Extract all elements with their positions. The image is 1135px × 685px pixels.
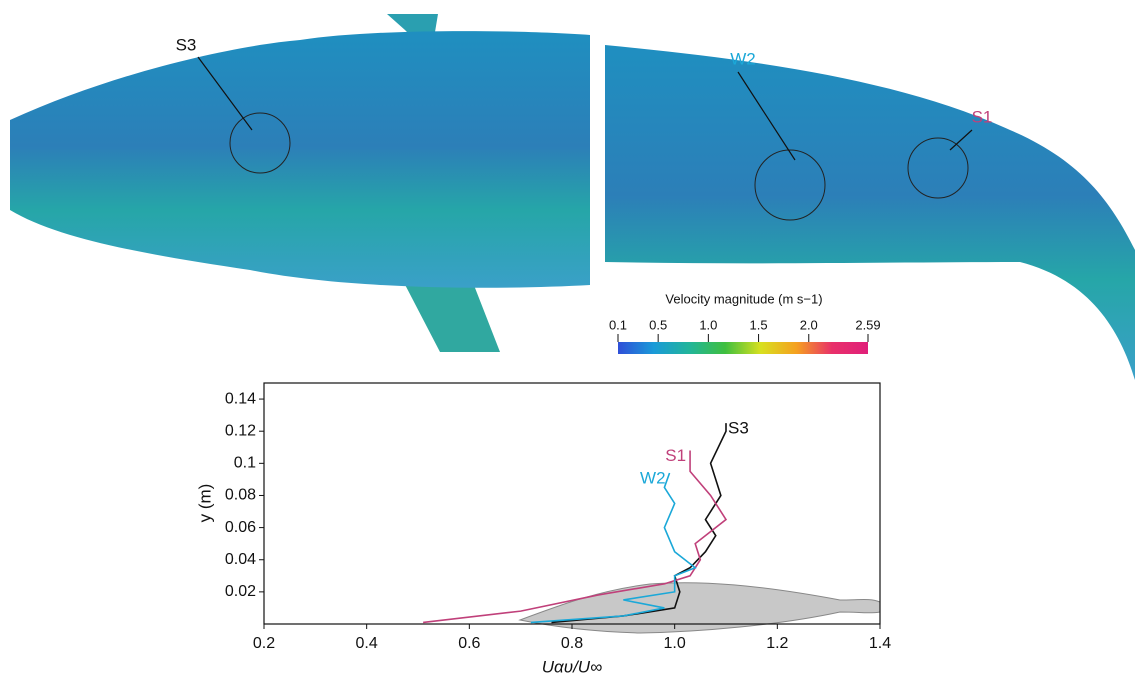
highlight-circle (229, 112, 291, 174)
right-panel: W2 S1 (605, 45, 1135, 380)
left-panel: S3 (10, 14, 590, 352)
y-tick-label: 0.14 (225, 390, 256, 407)
series-line (530, 472, 697, 624)
colorbar-tick-label: 1.0 (699, 317, 717, 332)
colorbar-tick-label: 1.5 (750, 317, 768, 332)
x-tick-label: 0.4 (356, 635, 378, 652)
colorbar-title: Velocity magnitude (m s−1) (665, 291, 822, 306)
x-tick-label: 1.2 (766, 635, 788, 652)
panel-label: W2 (730, 49, 756, 68)
highlight-circle (907, 137, 969, 199)
y-tick-label: 0.06 (225, 519, 256, 536)
x-tick-label: 0.8 (561, 635, 583, 652)
colorbar: Velocity magnitude (m s−1) 0.1 0.5 1.0 1.5 2… (609, 291, 881, 354)
colorbar-ramp (618, 342, 868, 354)
x-tick-label: 1.4 (869, 635, 891, 652)
arrow (949, 129, 973, 151)
colorbar-tick-label: 2.59 (855, 317, 880, 332)
arrow (737, 71, 796, 161)
y-axis-label: y (m) (195, 484, 214, 523)
colorbar-tick-label: 0.5 (649, 317, 667, 332)
flipper (400, 275, 500, 352)
y-tick-label: 0.08 (225, 487, 256, 504)
colorbar-tick-label: 0.1 (609, 317, 627, 332)
y-tick-label: 0.04 (225, 551, 256, 568)
series-label: S3 (728, 419, 749, 438)
arrow (197, 56, 253, 131)
panel-label: S3 (176, 35, 197, 54)
whale-silhouette (518, 582, 881, 634)
line-chart: Uαυ/U∞ y (m) 0.2 0.4 0.6 0.8 1.0 1.2 1.4 0.02 0.… (195, 382, 891, 676)
highlight-circle (754, 149, 826, 221)
y-tick-label: 0.1 (234, 455, 256, 472)
x-tick-label: 1.0 (664, 635, 686, 652)
whale-body (10, 31, 590, 288)
whale-body (605, 45, 1135, 380)
series-line (423, 450, 728, 624)
x-axis-label: Uαυ/U∞ (542, 657, 602, 676)
panel-label: S1 (972, 107, 993, 126)
series-label: S1 (665, 446, 686, 465)
x-tick-label: 0.2 (253, 635, 275, 652)
x-tick-label: 0.6 (458, 635, 480, 652)
y-tick-label: 0.12 (225, 422, 256, 439)
series-label: W2 (640, 468, 666, 487)
y-tick-label: 0.02 (225, 583, 256, 600)
series-line (551, 423, 727, 624)
colorbar-tick-label: 2.0 (800, 317, 818, 332)
plot-frame (263, 382, 881, 625)
